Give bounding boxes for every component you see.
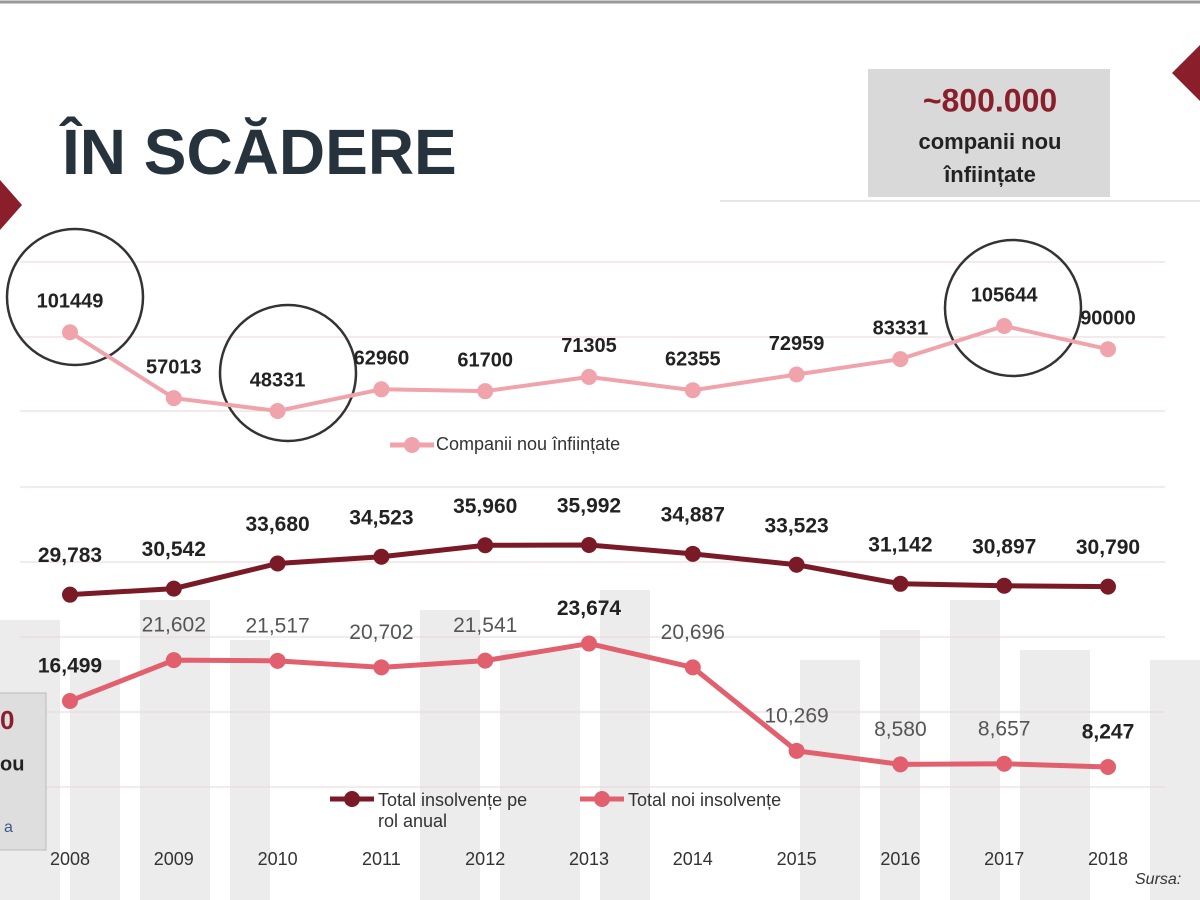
x-tick-label: 2017 bbox=[984, 849, 1024, 869]
source: Sursa: bbox=[1135, 871, 1181, 888]
data-label: 21,602 bbox=[142, 614, 206, 637]
legend-text: Total insolvențe pe rol anual bbox=[378, 790, 528, 831]
x-tick-label: 2015 bbox=[777, 849, 817, 869]
left-box-text: 0 bbox=[0, 705, 14, 735]
data-label: 33,680 bbox=[245, 513, 309, 536]
data-label: 8,247 bbox=[1082, 721, 1135, 744]
legend-text: Companii nou înființate bbox=[436, 434, 620, 454]
data-label: 34,523 bbox=[349, 506, 413, 529]
data-label: 62355 bbox=[665, 348, 721, 370]
data-label: 34,887 bbox=[661, 503, 725, 526]
point bbox=[684, 382, 701, 399]
data-label: 72959 bbox=[769, 333, 825, 355]
data-label: 10,269 bbox=[764, 704, 828, 727]
x-tick-label: 2012 bbox=[465, 849, 505, 869]
left-box-text: a bbox=[4, 819, 13, 836]
legend-text: Total noi insolvențe bbox=[628, 790, 782, 810]
highlight-value: ~800.000 bbox=[923, 82, 1057, 118]
diamond bbox=[1172, 45, 1200, 101]
data-label: 21,541 bbox=[453, 614, 517, 637]
legend-marker bbox=[404, 437, 420, 453]
data-label: 35,992 bbox=[557, 495, 621, 518]
x-tick-label: 2009 bbox=[154, 849, 194, 869]
data-label: 30,542 bbox=[142, 538, 206, 561]
data-label: 62960 bbox=[354, 348, 410, 370]
x-tick-label: 2018 bbox=[1088, 849, 1128, 869]
data-label: 23,674 bbox=[557, 597, 622, 620]
point bbox=[269, 555, 286, 572]
point bbox=[892, 575, 909, 592]
data-label: 8,657 bbox=[978, 717, 1031, 740]
point bbox=[62, 586, 78, 603]
data-label: 30,790 bbox=[1076, 536, 1140, 559]
point bbox=[892, 756, 909, 773]
point bbox=[788, 556, 805, 573]
point bbox=[1100, 578, 1116, 595]
left-box bbox=[0, 692, 47, 851]
point bbox=[165, 652, 182, 669]
data-label: 105644 bbox=[971, 284, 1039, 306]
data-label: 61700 bbox=[457, 349, 513, 371]
title: ÎN SCĂDERE bbox=[59, 115, 457, 188]
point bbox=[684, 659, 701, 676]
point bbox=[581, 635, 597, 652]
point bbox=[373, 548, 390, 565]
highlight-text: înființate bbox=[943, 162, 1036, 187]
data-label: 90000 bbox=[1080, 307, 1136, 329]
x-tick-label: 2008 bbox=[50, 849, 90, 869]
data-label: 57013 bbox=[146, 356, 202, 378]
data-label: 48331 bbox=[250, 369, 306, 391]
skyline bbox=[0, 590, 1200, 900]
point bbox=[269, 652, 286, 669]
x-tick-label: 2016 bbox=[880, 849, 920, 869]
point bbox=[62, 692, 78, 709]
data-label: 20,696 bbox=[661, 621, 725, 644]
data-label: 8,580 bbox=[874, 718, 927, 741]
point bbox=[1100, 759, 1116, 775]
point bbox=[477, 383, 494, 400]
highlight-text: companii nou bbox=[919, 129, 1062, 154]
data-label: 35,960 bbox=[453, 495, 517, 518]
data-label: 71305 bbox=[561, 335, 617, 357]
point bbox=[996, 577, 1013, 594]
data-label: 29,783 bbox=[38, 544, 102, 567]
highlight-circles bbox=[5, 227, 1083, 443]
point bbox=[373, 381, 390, 398]
x-tick-label: 2010 bbox=[258, 849, 298, 869]
data-label: 16,499 bbox=[38, 655, 102, 678]
x-tick-label: 2013 bbox=[569, 849, 609, 869]
legend-marker bbox=[594, 791, 610, 807]
point bbox=[684, 545, 701, 562]
point bbox=[581, 537, 597, 553]
data-label: 20,702 bbox=[349, 621, 413, 644]
point bbox=[62, 324, 78, 341]
point bbox=[373, 659, 390, 676]
x-tick-label: 2011 bbox=[362, 849, 401, 869]
data-label: 30,897 bbox=[972, 535, 1036, 558]
left-box-text: ou bbox=[0, 753, 24, 775]
point bbox=[477, 652, 494, 669]
x-tick-label: 2014 bbox=[673, 849, 713, 869]
point bbox=[269, 403, 286, 419]
data-label: 33,523 bbox=[764, 514, 828, 537]
point bbox=[996, 755, 1013, 772]
point bbox=[1100, 341, 1116, 358]
point bbox=[788, 742, 805, 759]
point bbox=[788, 366, 805, 383]
data-label: 31,142 bbox=[868, 533, 932, 556]
data-label: 83331 bbox=[873, 317, 929, 339]
point bbox=[165, 390, 182, 407]
diamond bbox=[0, 180, 22, 230]
legend-marker bbox=[344, 791, 360, 807]
point bbox=[477, 537, 494, 554]
data-label: 101449 bbox=[37, 291, 104, 313]
point bbox=[165, 580, 182, 597]
point bbox=[996, 318, 1013, 334]
point bbox=[892, 351, 909, 368]
data-label: 21,517 bbox=[245, 614, 309, 637]
point bbox=[581, 368, 597, 385]
highlight-box bbox=[868, 69, 1110, 197]
